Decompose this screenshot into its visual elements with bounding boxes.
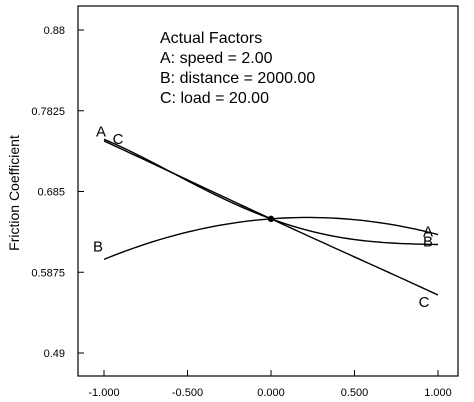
series-label-start: B [93, 238, 103, 255]
annotation-title: Actual Factors [160, 30, 262, 47]
series-label-end: B [423, 234, 433, 251]
series-label-end: C [419, 294, 430, 311]
x-tick-label: -1.000 [88, 387, 119, 399]
series-label-start: A [96, 123, 106, 140]
y-tick-label: 0.7825 [31, 106, 65, 118]
y-tick-label: 0.685 [37, 187, 65, 199]
x-axis-ticks: -1.000 -0.500 0.000 0.500 1.000 [88, 370, 452, 399]
series-layer: AAB BCC [93, 123, 439, 311]
annotation-line-speed: A: speed = 2.00 [160, 50, 273, 67]
y-tick-label: 0.5875 [31, 267, 65, 279]
actual-factors-annotation: Actual Factors A: speed = 2.00 B: distan… [160, 30, 315, 107]
series-label-start: C [113, 131, 124, 148]
annotation-line-load: C: load = 20.00 [160, 90, 269, 107]
x-tick-label: 0.500 [341, 387, 369, 399]
y-axis-label: Friction Coefficient [6, 135, 22, 251]
center-point [267, 215, 275, 223]
series-line-a [103, 138, 439, 246]
y-axis-ticks: 0.49 0.5875 0.685 0.7825 0.88 [31, 25, 84, 360]
y-tick-label: 0.49 [44, 348, 65, 360]
annotation-line-distance: B: distance = 2000.00 [160, 70, 315, 87]
x-tick-label: 1.000 [424, 387, 452, 399]
x-tick-label: -0.500 [172, 387, 203, 399]
series-line-b [103, 216, 439, 261]
y-tick-label: 0.88 [44, 25, 65, 37]
x-tick-label: 0.000 [257, 387, 285, 399]
